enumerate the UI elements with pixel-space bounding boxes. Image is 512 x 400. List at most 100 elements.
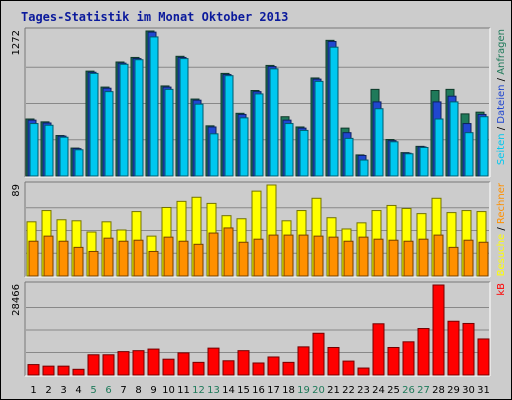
kbytes-bar-kbytes-day-27 [417, 328, 430, 376]
requests-bar-pages-day-19 [299, 129, 309, 177]
kbytes-bar-kbytes-day-29 [447, 320, 460, 376]
kbytes-bar-kbytes-day-2 [42, 365, 55, 376]
visits-y-max-label: 89 [11, 184, 22, 197]
requests-y-max-label: 1272 [11, 30, 22, 55]
visits-bar-sites-day-13 [208, 232, 219, 277]
requests-bar-pages-day-18 [284, 123, 294, 177]
legend-files: Dateien [496, 85, 507, 124]
requests-bar-pages-day-13 [209, 133, 219, 177]
kbytes-bar-kbytes-day-21 [327, 346, 340, 376]
legend-visits: Besuche [496, 234, 507, 277]
visits-bar-sites-day-6 [103, 237, 114, 277]
visits-bar-sites-day-19 [298, 234, 309, 277]
x-tick-label: 25 [387, 385, 400, 396]
kbytes-bar-kbytes-day-17 [267, 356, 280, 376]
visits-bar-sites-day-11 [178, 240, 189, 277]
x-tick-label: 10 [162, 385, 175, 396]
requests-bar-pages-day-15 [239, 117, 249, 177]
x-tick-label: 29 [447, 385, 460, 396]
requests-bar-pages-day-16 [254, 93, 264, 177]
requests-bar-pages-day-25 [389, 141, 399, 177]
x-tick-label: 7 [120, 385, 126, 396]
x-tick-label: 8 [135, 385, 141, 396]
visits-bar-sites-day-5 [88, 250, 99, 277]
visits-bar-sites-day-25 [388, 239, 399, 277]
x-tick-label: 6 [105, 385, 111, 396]
x-tick-label: 31 [477, 385, 490, 396]
kbytes-bar-kbytes-day-12 [192, 361, 205, 376]
kbytes-bar-kbytes-day-20 [312, 332, 325, 376]
x-tick-label: 11 [177, 385, 190, 396]
kbytes-bar-kbytes-day-13 [207, 347, 220, 376]
requests-bar-pages-day-12 [194, 103, 204, 177]
visits-bar-sites-day-14 [223, 227, 234, 277]
legend-separator: / [496, 124, 507, 134]
requests-bar-pages-day-14 [224, 75, 234, 177]
x-tick-label: 18 [282, 385, 295, 396]
kbytes-bar-kbytes-day-24 [372, 323, 385, 376]
x-tick-label: 2 [45, 385, 51, 396]
kbytes-legend: kB [496, 283, 507, 296]
legend-kbytes: kB [496, 283, 507, 296]
requests-bar-pages-day-6 [104, 91, 114, 177]
visits-bar-sites-day-10 [163, 236, 174, 277]
visits-bar-sites-day-3 [58, 240, 69, 277]
kbytes-y-max-label: 28466 [11, 284, 22, 316]
requests-bar-pages-day-17 [269, 68, 279, 177]
x-tick-label: 3 [60, 385, 66, 396]
visits-bar-sites-day-4 [73, 246, 84, 277]
kbytes-panel: 28466 kB [11, 281, 507, 377]
visits-bar-sites-day-23 [358, 236, 369, 277]
visits-legend: Besuche / Rechner [496, 182, 507, 276]
x-tick-label: 9 [150, 385, 156, 396]
x-tick-label: 17 [267, 385, 280, 396]
visits-bar-sites-day-2 [43, 235, 54, 277]
x-tick-label: 27 [417, 385, 430, 396]
requests-panel: 1272 Seiten / Dateien / Anfragen [11, 27, 507, 178]
kbytes-bar-kbytes-day-4 [72, 368, 85, 376]
kbytes-bar-kbytes-day-26 [402, 341, 415, 376]
visits-panel: 89 Besuche / Rechner [11, 181, 507, 278]
x-tick-label: 26 [402, 385, 415, 396]
visits-bar-sites-day-27 [418, 238, 429, 277]
x-tick-label: 5 [90, 385, 96, 396]
legend-sites: Rechner [496, 182, 507, 224]
x-tick-label: 20 [312, 385, 325, 396]
kbytes-bar-kbytes-day-18 [282, 361, 295, 376]
requests-bar-pages-day-21 [329, 46, 339, 177]
visits-bar-sites-day-22 [343, 240, 354, 277]
chart-title: Tages-Statistik im Monat Oktober 2013 [21, 10, 288, 24]
visits-bar-sites-day-15 [238, 241, 249, 277]
x-tick-label: 22 [342, 385, 355, 396]
x-tick-label: 13 [207, 385, 220, 396]
visits-bar-sites-day-9 [148, 250, 159, 277]
requests-bar-pages-day-2 [44, 124, 54, 177]
requests-bar-pages-day-3 [59, 136, 69, 177]
visits-bar-sites-day-21 [328, 236, 339, 277]
x-tick-label: 15 [237, 385, 250, 396]
requests-bar-pages-day-28 [434, 118, 444, 177]
kbytes-bar-kbytes-day-31 [477, 338, 490, 376]
x-tick-label: 14 [222, 385, 235, 396]
visits-bar-sites-day-28 [433, 234, 444, 277]
visits-bar-sites-day-17 [268, 234, 279, 277]
requests-bar-pages-day-9 [149, 36, 159, 177]
kbytes-bar-kbytes-day-14 [222, 360, 235, 376]
x-tick-label: 16 [252, 385, 265, 396]
kbytes-bar-kbytes-day-25 [387, 346, 400, 376]
kbytes-bar-kbytes-day-8 [132, 350, 145, 376]
requests-bar-pages-day-31 [479, 116, 489, 177]
kbytes-bar-kbytes-day-30 [462, 322, 475, 376]
requests-bar-pages-day-8 [134, 59, 144, 177]
kbytes-bar-kbytes-day-22 [342, 360, 355, 376]
requests-bar-pages-day-27 [419, 147, 429, 177]
x-tick-label: 23 [357, 385, 370, 396]
requests-bar-pages-day-22 [344, 137, 354, 177]
legend-separator: / [496, 224, 507, 234]
requests-legend: Seiten / Dateien / Anfragen [496, 29, 507, 165]
kbytes-bar-kbytes-day-6 [102, 354, 115, 376]
kbytes-bar-kbytes-day-10 [162, 358, 175, 376]
requests-bar-pages-day-23 [359, 159, 369, 177]
visits-bar-sites-day-26 [403, 240, 414, 277]
